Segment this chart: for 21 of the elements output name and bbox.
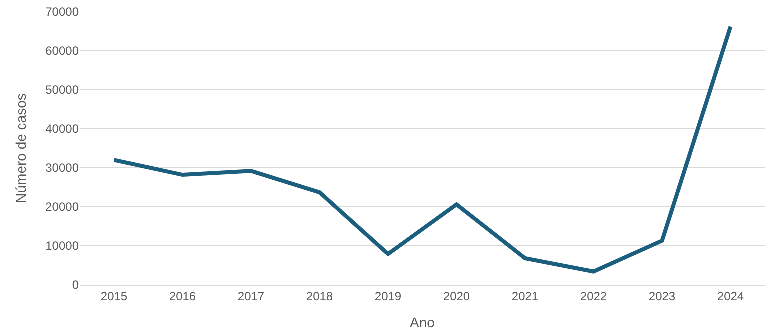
x-axis-title: Ano [410,314,436,331]
x-tick-label: 2024 [717,289,744,304]
x-tick-label: 2016 [169,289,196,304]
x-tick-label: 2023 [648,289,676,304]
x-tick-label: 2015 [100,289,128,304]
x-tick-label: 2017 [238,289,265,304]
y-tick-label: 70000 [46,5,80,20]
line-series [112,24,733,274]
x-tick-label: 2019 [374,289,402,304]
x-tick-label: 2022 [580,289,608,304]
y-tick-label: 60000 [46,44,80,58]
y-tick-label: 10000 [46,239,80,254]
x-tick-label: 2021 [512,289,539,304]
y-tick-label: 40000 [46,122,80,136]
y-axis-title: Número de casos [13,94,30,204]
x-tick-label: 2018 [306,289,334,304]
y-tick-label: 20000 [46,200,80,214]
y-tick-label: 0 [72,278,80,292]
x-tick-label: 2020 [443,289,470,304]
y-tick-label: 30000 [46,161,80,176]
y-tick-label: 50000 [46,83,80,98]
